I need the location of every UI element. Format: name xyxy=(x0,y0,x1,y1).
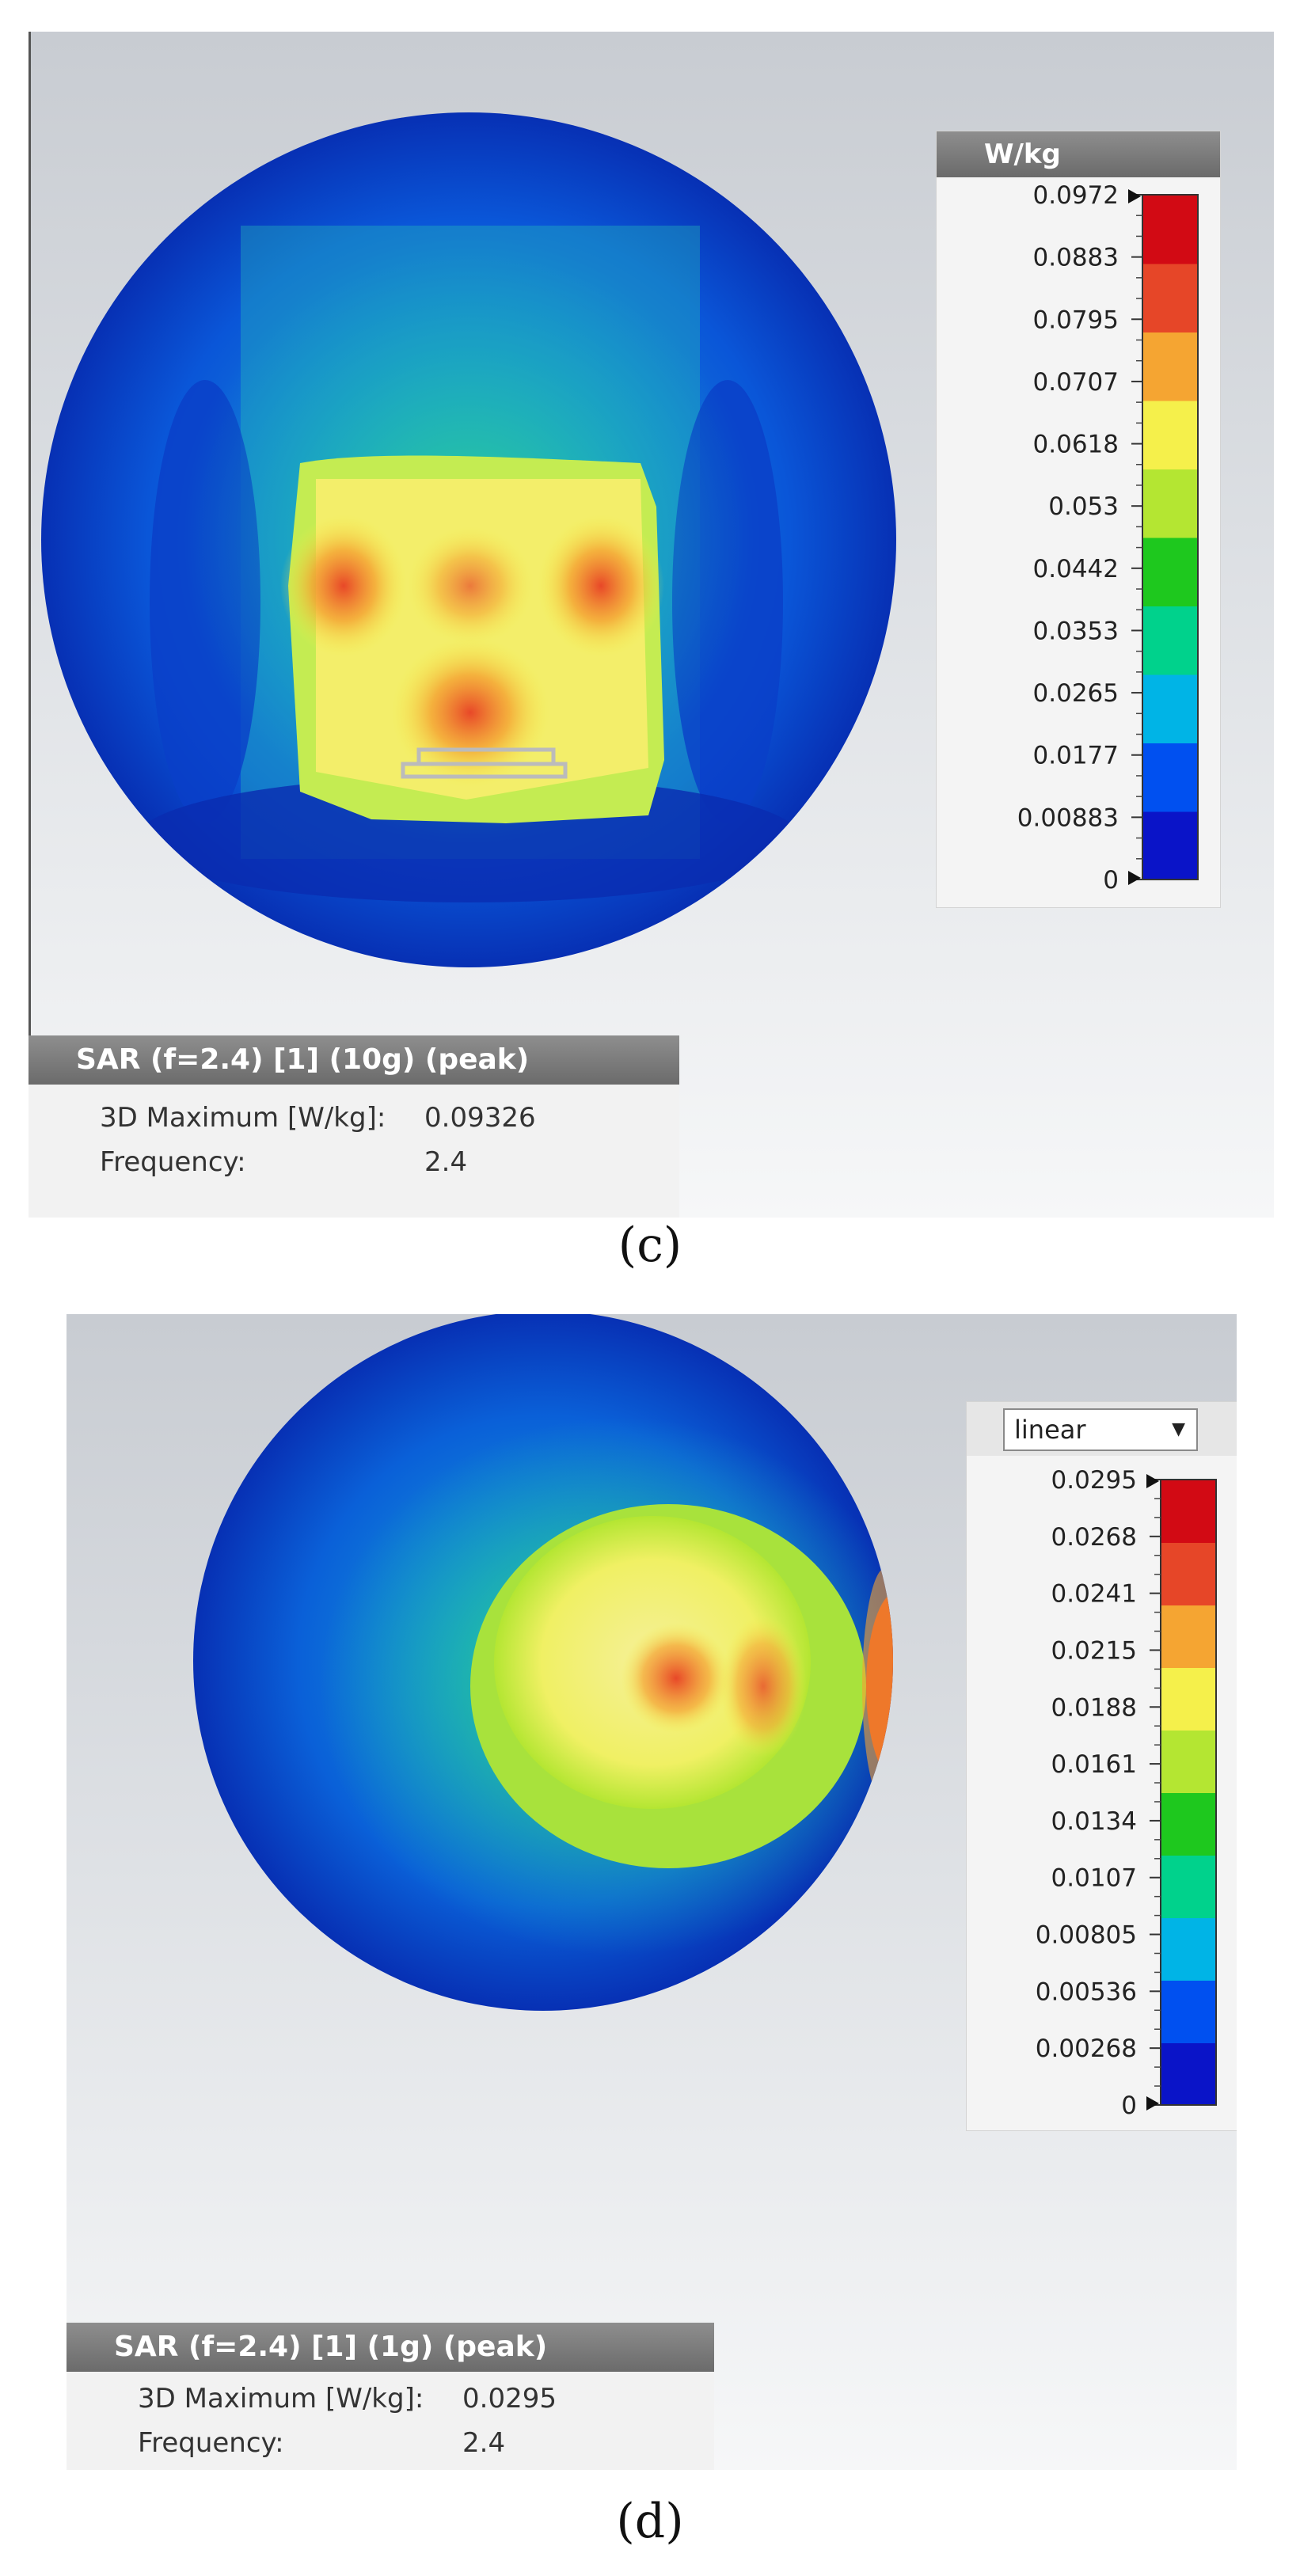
legend-tick-label: 0.0265 xyxy=(1033,679,1119,708)
legend-tick-label: 0.0972 xyxy=(1033,181,1119,210)
legend-tick-label: 0.0241 xyxy=(1051,1580,1137,1609)
info-title: SAR (f=2.4) [1] (10g) (peak) xyxy=(29,1035,679,1085)
legend-tick-label: 0 xyxy=(1121,2092,1137,2120)
legend-tick-label: 0.0295 xyxy=(1051,1466,1137,1495)
legend-color-band xyxy=(1142,469,1198,538)
legend-color-band xyxy=(1161,1730,1216,1793)
legend-bar-border xyxy=(1160,1479,1217,2106)
legend-color-band xyxy=(1142,263,1198,332)
sar-info-panel-1g: SAR (f=2.4) [1] (1g) (peak) 3D Maximum [… xyxy=(67,2323,714,2470)
max-value: 0.09326 xyxy=(424,1102,536,1134)
frequency-value: 2.4 xyxy=(424,1146,468,1178)
legend-scale: 0.0972 0.0883 0.0795 0.0707 0.0618 0.053 0.044… xyxy=(1017,181,1199,895)
legend-color-band xyxy=(1142,400,1198,469)
frequency-row: Frequency: 2.4 xyxy=(67,2421,714,2465)
chevron-down-icon: ▼ xyxy=(1172,1419,1185,1439)
sar-viewport-1g[interactable]: linear ▼ 0.0295 0.0268 0.0241 0.0215 0.0188 0… xyxy=(67,1314,1237,2470)
legend-tick-label: 0.0188 xyxy=(1051,1693,1137,1722)
legend-tick-label: 0.053 xyxy=(1048,492,1119,521)
legend-tick-label: 0.0353 xyxy=(1033,617,1119,645)
caption-c: (c) xyxy=(618,1218,682,1273)
legend-color-band xyxy=(1161,1542,1216,1605)
legend-unit-title: W/kg xyxy=(937,131,1220,177)
info-title: SAR (f=2.4) [1] (1g) (peak) xyxy=(67,2323,714,2372)
legend-tick-label: 0.0161 xyxy=(1051,1750,1137,1779)
scale-select-value: linear xyxy=(1014,1415,1086,1445)
legend-color-band xyxy=(1161,1480,1216,1543)
legend-color-band xyxy=(1142,606,1198,675)
legend-tick-label: 0.00883 xyxy=(1017,804,1119,832)
legend-tick-label: 0.0707 xyxy=(1033,368,1119,397)
legend-color-band xyxy=(1161,2042,1216,2106)
legend-color-band xyxy=(1161,1792,1216,1856)
max-label: 3D Maximum [W/kg]: xyxy=(138,2383,424,2415)
legend-color-band xyxy=(1161,1667,1216,1731)
frequency-value: 2.4 xyxy=(462,2427,506,2459)
caption-d: (d) xyxy=(616,2494,684,2549)
legend-tick-label: 0.00536 xyxy=(1036,1978,1137,2006)
legend-tick-label: 0.0107 xyxy=(1051,1864,1137,1893)
legend-tick-label: 0.0442 xyxy=(1033,555,1119,583)
max-label: 3D Maximum [W/kg]: xyxy=(100,1102,386,1134)
legend-tick-label: 0.0883 xyxy=(1033,244,1119,272)
legend-tick-label: 0.0177 xyxy=(1033,742,1119,770)
legend-color-band xyxy=(1142,332,1198,401)
sar-info-panel-10g: SAR (f=2.4) [1] (10g) (peak) 3D Maximum … xyxy=(29,1035,679,1218)
legend-color-band xyxy=(1142,195,1198,264)
legend-color-band xyxy=(1142,743,1198,812)
frequency-label: Frequency: xyxy=(100,1146,246,1178)
legend-bar-border xyxy=(1142,194,1199,880)
legend-tick-label: 0.0268 xyxy=(1051,1523,1137,1552)
max-row: 3D Maximum [W/kg]: 0.09326 xyxy=(29,1096,679,1140)
legend-color-band xyxy=(1142,811,1198,880)
legend-color-band xyxy=(1161,1855,1216,1918)
frequency-row: Frequency: 2.4 xyxy=(29,1140,679,1184)
legend-color-band xyxy=(1161,1980,1216,2043)
legend-marker-arrow xyxy=(1146,2096,1159,2111)
legend-marker-arrow xyxy=(1128,189,1141,203)
legend-tick-label: 0.0795 xyxy=(1033,306,1119,334)
legend-marker-arrow xyxy=(1128,871,1141,885)
scale-select[interactable]: linear ▼ xyxy=(1003,1408,1198,1451)
legend-tick-label: 0.00268 xyxy=(1036,2035,1137,2063)
max-value: 0.0295 xyxy=(462,2383,557,2415)
sar-viewport-10g[interactable]: W/kg 0.0972 0.0883 0.0795 0.0707 0.0618 0.053… xyxy=(29,32,1274,1218)
max-row: 3D Maximum [W/kg]: 0.0295 xyxy=(67,2377,714,2421)
legend-color-band xyxy=(1142,537,1198,606)
legend-tick-label: 0.0618 xyxy=(1033,431,1119,459)
sar-sphere-10g xyxy=(41,112,896,967)
legend-tick-label: 0.00805 xyxy=(1036,1921,1137,1950)
legend-tick-label: 0.0215 xyxy=(1051,1636,1137,1665)
color-legend-1g: linear ▼ 0.0295 0.0268 0.0241 0.0215 0.0188 0… xyxy=(966,1401,1237,2131)
legend-tick-label: 0 xyxy=(1103,866,1119,895)
legend-color-band xyxy=(1161,1917,1216,1981)
color-legend-10g: W/kg 0.0972 0.0883 0.0795 0.0707 0.0618 0.053… xyxy=(936,131,1221,908)
legend-scale: 0.0295 0.0268 0.0241 0.0215 0.0188 0.0161 0.01… xyxy=(1036,1466,1217,2120)
legend-color-band xyxy=(1161,1605,1216,1668)
legend-tick-label: 0.0134 xyxy=(1051,1807,1137,1836)
frequency-label: Frequency: xyxy=(138,2427,284,2459)
legend-color-band xyxy=(1142,674,1198,743)
legend-marker-arrow xyxy=(1146,1474,1159,1488)
sar-sphere-1g xyxy=(193,1314,893,2011)
